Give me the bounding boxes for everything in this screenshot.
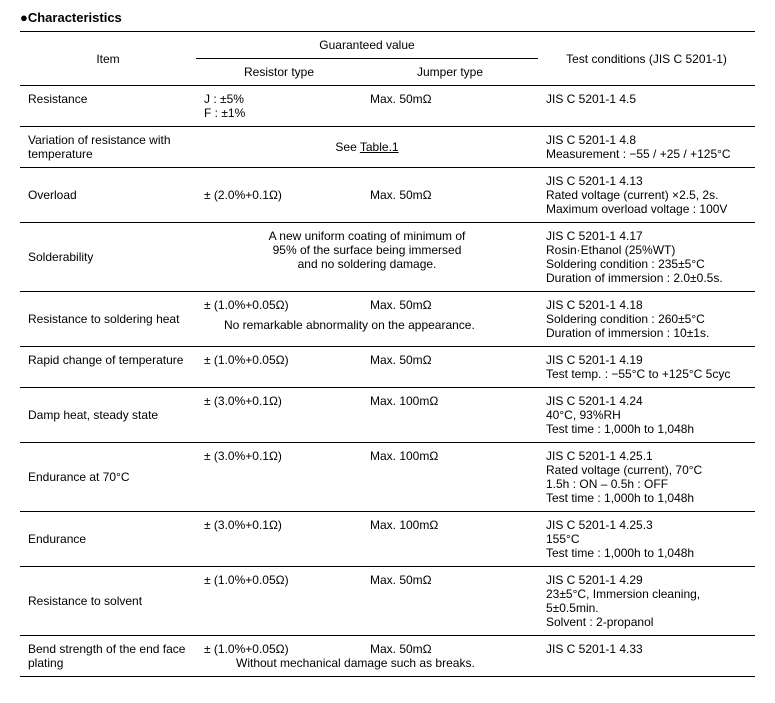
cell-jumper: Max. 50mΩ — [362, 636, 538, 656]
cell-item: Bend strength of the end face plating — [20, 636, 196, 677]
table-row: Variation of resistance with temperature… — [20, 127, 755, 168]
cell-jumper: Max. 100mΩ — [362, 512, 538, 567]
cell-item: Resistance — [20, 86, 196, 127]
cell-jumper: Max. 50mΩ — [362, 347, 538, 388]
cell-jumper: Max. 100mΩ — [362, 388, 538, 443]
cell-conditions: JIS C 5201-1 4.25.1 Rated voltage (curre… — [538, 443, 755, 512]
table-row: Damp heat, steady state ± (3.0%+0.1Ω) Ma… — [20, 388, 755, 443]
table-row: Resistance to soldering heat ± (1.0%+0.0… — [20, 292, 755, 347]
cell-conditions: JIS C 5201-1 4.8 Measurement : −55 / +25… — [538, 127, 755, 168]
cell-jumper: Max. 50mΩ — [362, 86, 538, 127]
col-jumper: Jumper type — [362, 59, 538, 86]
cell-resistor: ± (2.0%+0.1Ω) — [196, 168, 362, 223]
cell-resistor: ± (1.0%+0.05Ω) — [196, 636, 362, 656]
table-row: Solderability A new uniform coating of m… — [20, 223, 755, 292]
cell-resistor: ± (1.0%+0.05Ω) — [196, 347, 362, 388]
see-label: See — [335, 140, 359, 154]
cell-conditions: JIS C 5201-1 4.13 Rated voltage (current… — [538, 168, 755, 223]
cell-item: Rapid change of temperature — [20, 347, 196, 388]
cell-jumper: Max. 100mΩ — [362, 443, 538, 512]
table-row: Overload ± (2.0%+0.1Ω) Max. 50mΩ JIS C 5… — [20, 168, 755, 223]
table-row: Endurance ± (3.0%+0.1Ω) Max. 100mΩ JIS C… — [20, 512, 755, 567]
cell-item: Endurance — [20, 512, 196, 567]
cell-resistor: ± (3.0%+0.1Ω) — [196, 512, 362, 567]
col-resistor: Resistor type — [196, 59, 362, 86]
col-guaranteed: Guaranteed value — [196, 32, 538, 59]
cell-item: Endurance at 70°C — [20, 443, 196, 512]
cell-conditions: JIS C 5201-1 4.18 Soldering condition : … — [538, 292, 755, 347]
cell-resistor: ± (1.0%+0.05Ω) — [196, 567, 362, 636]
table1-link[interactable]: Table.1 — [360, 140, 399, 154]
cell-item: Overload — [20, 168, 196, 223]
cell-resistor: ± (3.0%+0.1Ω) — [196, 388, 362, 443]
cell-split: ± (1.0%+0.05Ω) Max. 50mΩ Without mechani… — [196, 636, 538, 677]
cell-split: ± (1.0%+0.05Ω) Max. 50mΩ No remarkable a… — [196, 292, 538, 347]
col-conditions: Test conditions (JIS C 5201-1) — [538, 32, 755, 86]
cell-subnote: Without mechanical damage such as breaks… — [196, 656, 538, 676]
cell-merged: A new uniform coating of minimum of 95% … — [196, 223, 538, 292]
cell-jumper: Max. 50mΩ — [362, 567, 538, 636]
table-row: Resistance to solvent ± (1.0%+0.05Ω) Max… — [20, 567, 755, 636]
cell-item: Resistance to soldering heat — [20, 292, 196, 347]
table-row: Endurance at 70°C ± (3.0%+0.1Ω) Max. 100… — [20, 443, 755, 512]
cell-resistor: J : ±5% F : ±1% — [196, 86, 362, 127]
cell-conditions: JIS C 5201-1 4.33 — [538, 636, 755, 677]
cell-resistor: ± (3.0%+0.1Ω) — [196, 443, 362, 512]
table-row: Resistance J : ±5% F : ±1% Max. 50mΩ JIS… — [20, 86, 755, 127]
table-row: Rapid change of temperature ± (1.0%+0.05… — [20, 347, 755, 388]
cell-conditions: JIS C 5201-1 4.25.3 155°C Test time : 1,… — [538, 512, 755, 567]
cell-jumper: Max. 50mΩ — [362, 168, 538, 223]
col-item: Item — [20, 32, 196, 86]
cell-conditions: JIS C 5201-1 4.19 Test temp. : −55°C to … — [538, 347, 755, 388]
characteristics-table: Item Guaranteed value Test conditions (J… — [20, 31, 755, 677]
cell-subnote: No remarkable abnormality on the appeara… — [196, 318, 538, 338]
cell-item: Resistance to solvent — [20, 567, 196, 636]
cell-item: Variation of resistance with temperature — [20, 127, 196, 168]
cell-conditions: JIS C 5201-1 4.5 — [538, 86, 755, 127]
cell-item: Damp heat, steady state — [20, 388, 196, 443]
cell-resistor: ± (1.0%+0.05Ω) — [196, 292, 362, 318]
cell-conditions: JIS C 5201-1 4.17 Rosin·Ethanol (25%WT) … — [538, 223, 755, 292]
cell-conditions: JIS C 5201-1 4.29 23±5°C, Immersion clea… — [538, 567, 755, 636]
cell-conditions: JIS C 5201-1 4.24 40°C, 93%RH Test time … — [538, 388, 755, 443]
cell-merged: See Table.1 — [196, 127, 538, 168]
section-title: ●Characteristics — [20, 10, 755, 25]
cell-jumper: Max. 50mΩ — [362, 292, 538, 318]
table-row: Bend strength of the end face plating ± … — [20, 636, 755, 677]
cell-item: Solderability — [20, 223, 196, 292]
